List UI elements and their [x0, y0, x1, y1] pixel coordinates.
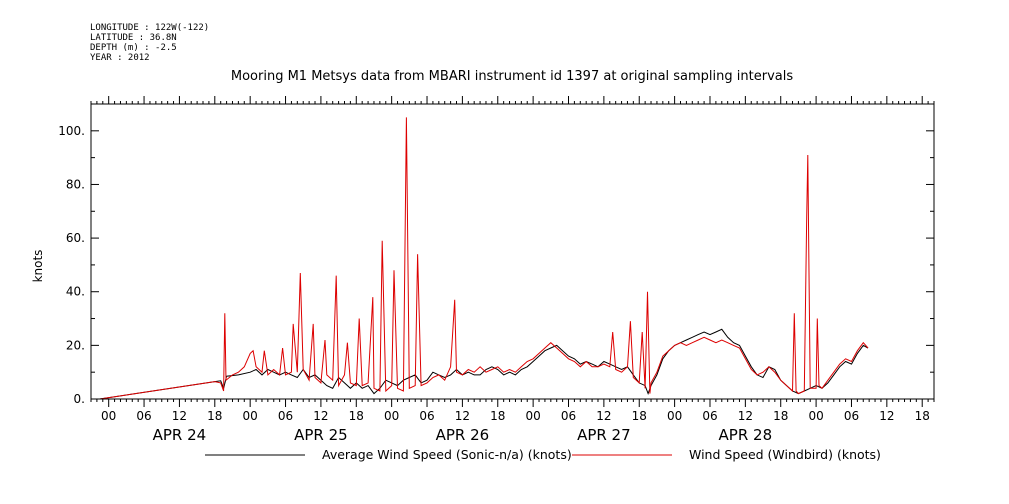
x-tick-label: 00 — [667, 409, 682, 423]
x-tick-label: 12 — [455, 409, 470, 423]
x-tick-label: 12 — [596, 409, 611, 423]
x-tick-label: 00 — [525, 409, 540, 423]
plot-lines — [99, 117, 869, 400]
series-line-2 — [99, 117, 869, 400]
x-date-label: APR 27 — [577, 426, 631, 444]
y-tick-label: 60. — [66, 231, 85, 245]
x-tick-label: 18 — [915, 409, 930, 423]
legend: Average Wind Speed (Sonic-n/a) (knots) Wi… — [205, 447, 881, 462]
plot-frame — [90, 103, 935, 400]
legend-label-1: Average Wind Speed (Sonic-n/a) (knots) — [322, 447, 572, 462]
x-tick-label: 00 — [808, 409, 823, 423]
longitude-label: LONGITUDE : 122W(-122) — [90, 23, 209, 33]
x-tick-label: 18 — [349, 409, 364, 423]
x-tick-label: 06 — [278, 409, 293, 423]
legend-label-2: Wind Speed (Windbird) (knots) — [689, 447, 881, 462]
x-date-label: APR 24 — [153, 426, 207, 444]
x-tick-label: 06 — [419, 409, 434, 423]
latitude-label: LATITUDE : 36.8N — [90, 33, 177, 43]
x-date-label: APR 25 — [294, 426, 348, 444]
x-tick-label: 18 — [207, 409, 222, 423]
x-date-label: APR 26 — [436, 426, 490, 444]
x-tick-label: 06 — [702, 409, 717, 423]
y-axis-label: knots — [31, 250, 45, 283]
x-tick-label: 00 — [243, 409, 258, 423]
x-tick-label: 12 — [879, 409, 894, 423]
series-line-1 — [99, 328, 869, 400]
x-date-label: APR 28 — [719, 426, 773, 444]
y-tick-label: 40. — [66, 285, 85, 299]
year-label: YEAR : 2012 — [90, 53, 150, 63]
x-tick-label: 06 — [844, 409, 859, 423]
axes: 00 06 12 18 00 06 12 18 00 06 12 18 00 06 12 18 00 06 12 18… — [58, 96, 935, 444]
y-tick-label: 80. — [66, 177, 85, 191]
x-tick-label: 12 — [738, 409, 753, 423]
x-tick-label: 18 — [632, 409, 647, 423]
chart-title: Mooring M1 Metsys data from MBARI instru… — [231, 69, 793, 84]
y-tick-label: 20. — [66, 338, 85, 352]
x-tick-label: 12 — [172, 409, 187, 423]
x-tick-label: 00 — [101, 409, 116, 423]
x-tick-label: 00 — [384, 409, 399, 423]
depth-label: DEPTH (m) : -2.5 — [90, 43, 177, 53]
x-tick-label: 18 — [773, 409, 788, 423]
y-tick-label: 100. — [58, 124, 85, 138]
metadata-block: LONGITUDE : 122W(-122) LATITUDE : 36.8N … — [90, 23, 209, 63]
x-tick-label: 12 — [313, 409, 328, 423]
x-tick-label: 18 — [490, 409, 505, 423]
y-tick-label: 0. — [74, 392, 85, 406]
x-tick-label: 06 — [136, 409, 151, 423]
x-tick-label: 06 — [561, 409, 576, 423]
